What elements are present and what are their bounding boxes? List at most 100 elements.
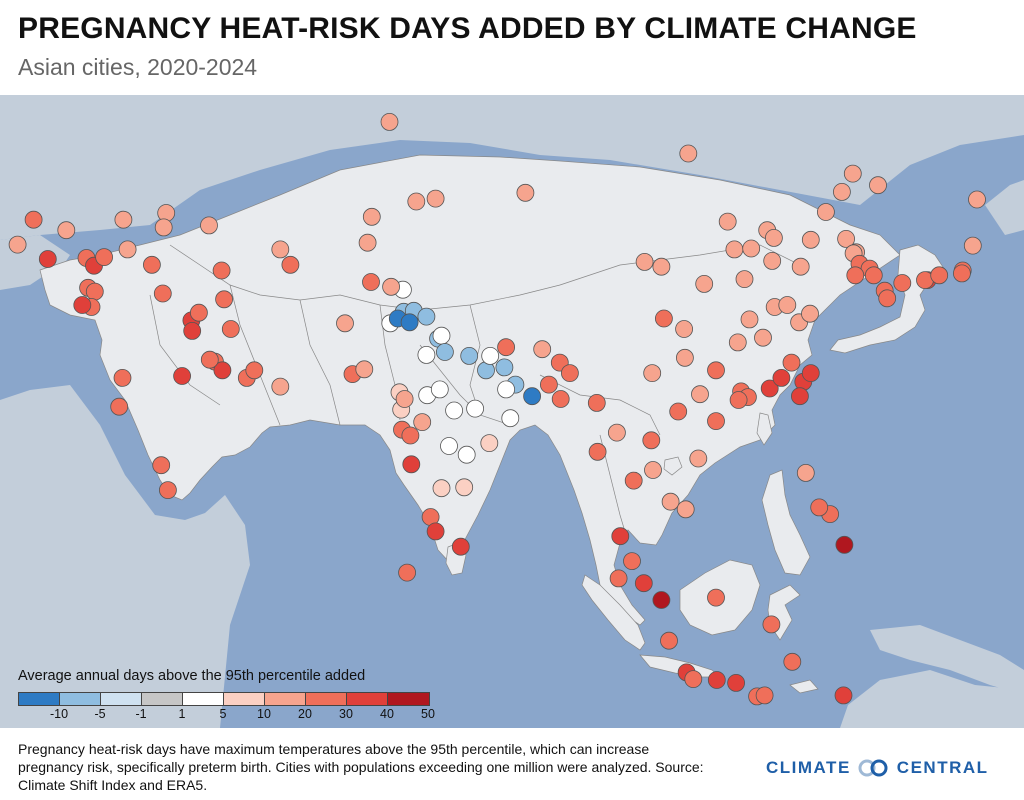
city-dot (728, 333, 747, 352)
city-dot (200, 350, 219, 369)
climate-central-logo: CLIMATE CENTRAL (766, 756, 989, 780)
legend-swatch (388, 693, 429, 705)
city-dot (689, 449, 708, 468)
page-subtitle: Asian cities, 2020-2024 (18, 54, 258, 80)
city-dot (426, 189, 445, 208)
city-dot (358, 233, 377, 252)
city-dot (762, 615, 781, 634)
city-dot (652, 257, 671, 276)
city-dot (38, 250, 57, 268)
city-dot (707, 361, 725, 380)
city-dot (212, 261, 231, 280)
city-dot (8, 235, 27, 254)
legend-tick-label: 1 (178, 707, 186, 721)
legend-tick-label: 10 (257, 707, 271, 721)
city-dot (843, 164, 862, 183)
city-dot (679, 144, 698, 163)
city-dot (611, 527, 630, 546)
city-dot (727, 674, 745, 692)
city-dot (801, 230, 820, 249)
city-dot (834, 686, 853, 705)
logo-text-right: CENTRAL (896, 758, 989, 777)
city-dot (588, 442, 607, 461)
city-dot (676, 348, 694, 367)
city-dot (480, 434, 499, 453)
city-dots (8, 112, 986, 706)
city-dot (110, 397, 129, 416)
city-dot (669, 402, 688, 421)
city-dot (497, 380, 516, 399)
land-africa (0, 385, 250, 728)
city-dot (878, 289, 897, 308)
legend-color-bar (18, 692, 430, 706)
city-dot (245, 361, 264, 380)
legend-tick-label: 30 (339, 707, 353, 721)
land-hainan (663, 456, 683, 476)
city-dot (796, 463, 815, 482)
city-dot (801, 304, 819, 323)
legend-swatch (60, 693, 101, 705)
city-dot (675, 320, 693, 338)
city-dot (655, 309, 673, 328)
city-dot (533, 340, 552, 359)
legend-swatch (347, 693, 388, 705)
legend-swatch (19, 693, 60, 705)
map-canvas (0, 95, 1024, 728)
city-dot (561, 364, 579, 383)
city-dot (791, 257, 810, 276)
city-dot (587, 393, 606, 412)
city-dot (271, 377, 290, 396)
city-dot (707, 412, 725, 431)
city-dot (407, 192, 426, 211)
city-dot (963, 236, 982, 255)
city-dot (183, 321, 202, 340)
city-dot (73, 296, 92, 314)
city-dot (382, 277, 401, 296)
city-dot (782, 353, 801, 372)
city-dot (608, 423, 626, 442)
city-dot (466, 399, 485, 418)
city-dot (362, 273, 380, 291)
legend-tick-label: 40 (380, 707, 394, 721)
border-line (149, 294, 221, 406)
city-dot (540, 375, 558, 394)
city-dot (142, 255, 161, 274)
border-line (299, 299, 341, 426)
footnote: Pregnancy heat-risk days have maximum te… (18, 741, 704, 793)
city-dot (497, 338, 516, 357)
city-dot (624, 471, 643, 490)
city-dot (395, 390, 414, 408)
city-dot (523, 387, 541, 406)
city-dot (754, 328, 772, 347)
legend-tick-label: 50 (421, 707, 435, 721)
city-dot (118, 240, 137, 259)
city-dot (729, 391, 748, 409)
land-asia-main (39, 154, 901, 626)
city-dot (221, 320, 240, 338)
city-dot (362, 207, 381, 226)
city-dot (643, 364, 662, 383)
city-dot (426, 522, 445, 541)
legend-swatch (224, 693, 265, 705)
legend-swatch (306, 693, 347, 705)
city-dot (833, 183, 851, 201)
city-dot (691, 385, 709, 404)
city-dot (725, 240, 744, 259)
land-philippines (761, 469, 811, 576)
city-dot (735, 270, 754, 289)
logo-text-left: CLIMATE (766, 758, 851, 777)
city-dot (930, 266, 949, 285)
legend-tick-label: -5 (94, 707, 106, 721)
city-dot (707, 588, 725, 607)
land-north-rus (0, 95, 1024, 240)
city-dot (153, 284, 172, 303)
city-dot (281, 255, 300, 274)
city-dot (755, 686, 774, 705)
city-dot (635, 252, 654, 271)
city-dot (772, 368, 791, 387)
city-dot (742, 239, 761, 258)
city-dot (57, 221, 76, 240)
city-dot (609, 569, 628, 588)
city-dot (817, 203, 835, 221)
city-dot (642, 431, 661, 450)
